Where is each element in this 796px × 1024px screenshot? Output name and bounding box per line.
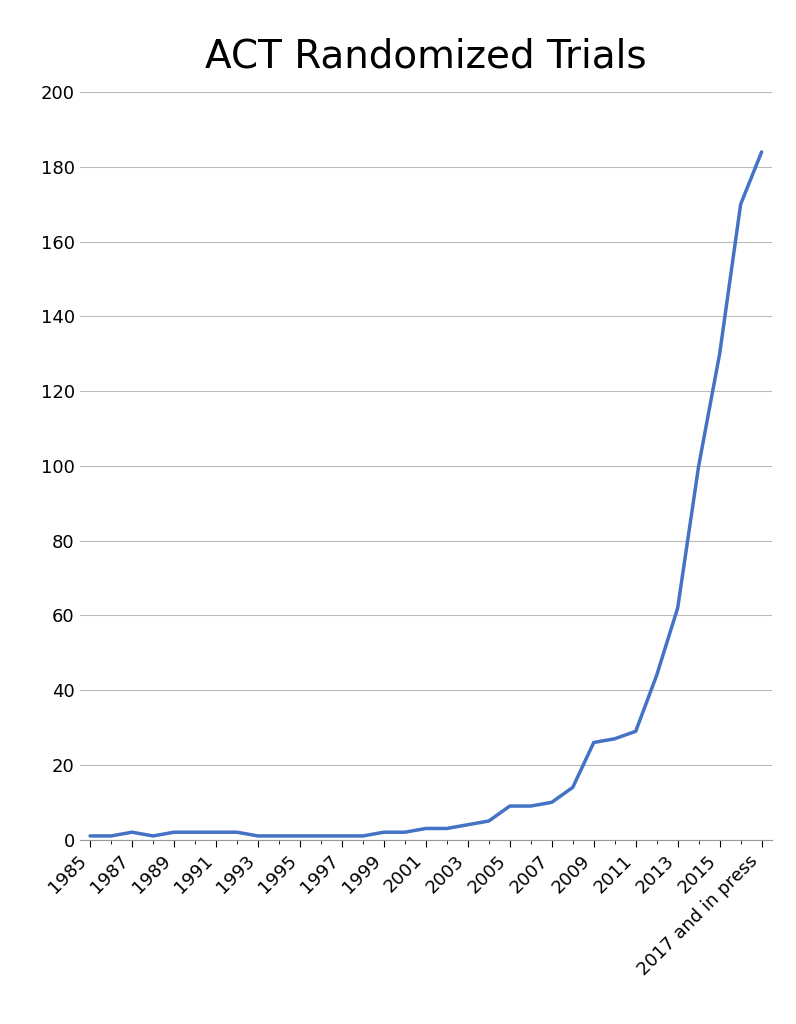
Title: ACT Randomized Trials: ACT Randomized Trials bbox=[205, 37, 646, 75]
